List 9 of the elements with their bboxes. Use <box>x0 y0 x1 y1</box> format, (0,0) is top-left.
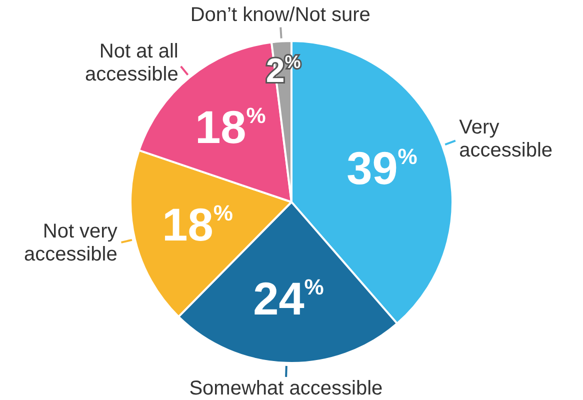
slice-label: Very accessible <box>459 116 553 162</box>
slice-label: Don’t know/Not sure <box>190 4 370 26</box>
slice-label: Not very accessible <box>24 220 118 266</box>
data-label: 24% <box>253 272 324 325</box>
data-label: 39% <box>346 142 418 194</box>
data-label: 18% <box>195 101 266 154</box>
slice-label: Not at all accessible <box>84 40 178 86</box>
slice-label: Somewhat accessible <box>189 377 383 400</box>
data-label: 18% <box>162 198 233 250</box>
